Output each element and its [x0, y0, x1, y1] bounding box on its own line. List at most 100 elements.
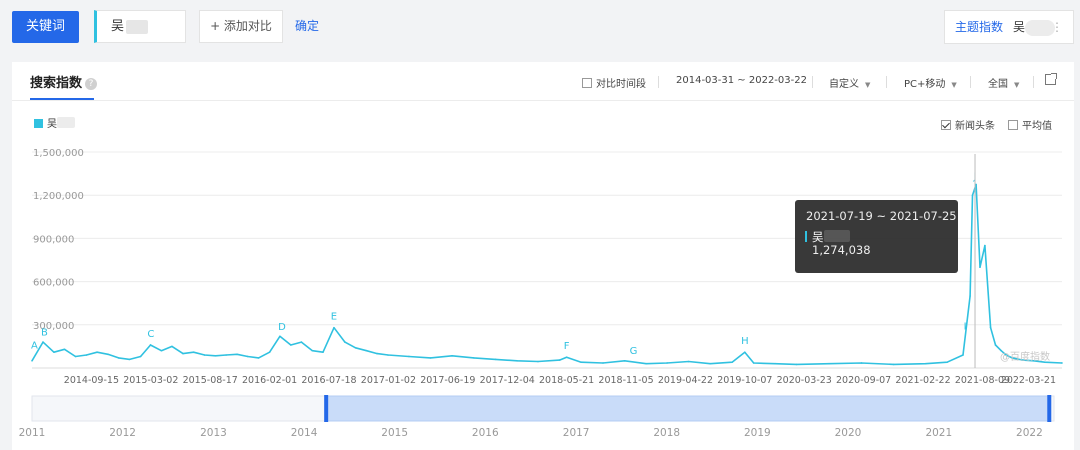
- device-select[interactable]: PC+移动 ▼: [904, 75, 957, 90]
- series-point: [128, 358, 131, 361]
- series-point: [537, 360, 539, 363]
- tooltip-value: 1,274,038: [812, 243, 871, 257]
- filter-divider: [886, 76, 887, 88]
- series-point: [989, 326, 992, 329]
- tooltip-series-marker: [805, 231, 807, 242]
- series-point: [623, 360, 626, 362]
- series-point: [1011, 357, 1013, 359]
- filter-divider: [658, 76, 659, 88]
- keyword-field[interactable]: 吴: [94, 10, 186, 43]
- tab-underline: [30, 98, 94, 100]
- series-point: [139, 355, 142, 358]
- tooltip-series: 吴: [805, 229, 850, 245]
- news-headline-checkbox[interactable]: [941, 120, 951, 130]
- brush-year-label: 2013: [200, 427, 227, 439]
- series-point: [203, 354, 206, 356]
- series-point: [429, 357, 432, 359]
- chevron-down-icon: ▼: [951, 81, 957, 89]
- series-point: [516, 360, 518, 362]
- series-point: [602, 362, 604, 364]
- series-point: [117, 357, 120, 359]
- brush-year-label: 2012: [109, 427, 136, 439]
- confirm-link[interactable]: 确定: [295, 19, 320, 33]
- help-icon[interactable]: ?: [85, 77, 98, 90]
- more-icon[interactable]: ⋮: [1051, 20, 1063, 34]
- x-tick-label: 2021-02-22: [895, 375, 950, 386]
- x-tick-label: 2015-03-02: [123, 375, 178, 386]
- date-range-picker[interactable]: 2014-03-31 ~ 2022-03-22: [676, 75, 807, 86]
- tooltip-date-range: 2021-07-19 ~ 2021-07-25: [806, 209, 957, 223]
- series-point: [1005, 354, 1007, 356]
- compare-period-option[interactable]: 对比时间段: [582, 75, 646, 90]
- average-checkbox[interactable]: [1008, 120, 1018, 130]
- series-point: [860, 362, 863, 364]
- add-compare-button[interactable]: + 添加对比: [199, 10, 283, 43]
- news-marker-b: B: [41, 327, 48, 338]
- brush-selection: [325, 395, 1050, 422]
- topic-user-name: 吴: [1013, 20, 1026, 34]
- news-headline-option[interactable]: 新闻头条: [941, 117, 995, 132]
- custom-range-select[interactable]: 自定义 ▼: [829, 75, 870, 90]
- region-select[interactable]: 全国 ▼: [988, 75, 1019, 90]
- x-tick-label: 2021-08-09: [955, 375, 1010, 386]
- series-point: [85, 354, 88, 356]
- tooltip-series-blurred-mask: [823, 230, 850, 242]
- topic-index-button[interactable]: 主题指数吴 ⋮: [944, 10, 1074, 44]
- series-point: [300, 341, 303, 343]
- legend-swatch: [34, 119, 43, 128]
- keyword-blurred-mask: [126, 19, 149, 34]
- tab-search-index[interactable]: 搜索指数?: [30, 72, 98, 91]
- series-point: [53, 351, 55, 353]
- news-headline-label: 新闻头条: [955, 121, 995, 132]
- series-point: [709, 362, 711, 365]
- series-point: [946, 361, 948, 364]
- series-point: [1000, 349, 1002, 352]
- x-tick-label: 2017-12-04: [480, 375, 535, 386]
- series-point: [565, 356, 568, 359]
- series-point: [408, 355, 410, 358]
- x-tick-label: 2018-11-05: [598, 375, 653, 386]
- series-point: [1032, 360, 1035, 362]
- brush-year-label: 2015: [381, 427, 408, 439]
- tooltip-series-label: 吴: [812, 230, 824, 244]
- series-point: [246, 355, 249, 358]
- news-marker-e: E: [331, 312, 337, 323]
- brush-year-label: 2017: [563, 427, 590, 439]
- keyword-button[interactable]: 关键词: [12, 11, 79, 43]
- x-tick-label: 2016-02-01: [242, 375, 297, 386]
- series-point: [984, 244, 986, 247]
- series-point: [63, 348, 66, 351]
- series-point: [311, 349, 314, 352]
- topic-index-label: 主题指数: [955, 20, 1004, 34]
- x-tick-label: 2017-01-02: [361, 375, 416, 386]
- x-tick-label: 2017-06-19: [420, 375, 475, 386]
- x-tick-label: 2018-05-21: [539, 375, 594, 386]
- series-point: [1043, 361, 1046, 364]
- series-point: [192, 351, 195, 353]
- legend-label: 吴: [47, 119, 57, 130]
- series-legend[interactable]: 吴: [34, 115, 75, 130]
- news-marker-a: A: [31, 341, 38, 352]
- news-marker-g: G: [630, 346, 638, 357]
- brush-handle-right: [1047, 395, 1052, 422]
- x-tick-label: 2020-09-07: [836, 375, 891, 386]
- brush-year-label: 2020: [835, 427, 862, 439]
- keyword-value: 吴: [111, 19, 125, 34]
- compare-period-checkbox[interactable]: [582, 78, 592, 88]
- series-point: [979, 266, 981, 269]
- series-point: [182, 352, 184, 355]
- news-marker-d: D: [278, 322, 286, 333]
- news-marker-c: C: [147, 329, 154, 340]
- series-point: [795, 363, 798, 366]
- average-option[interactable]: 平均值: [1008, 117, 1052, 132]
- series-point: [107, 353, 109, 356]
- x-tick-label: 2014-09-15: [64, 375, 119, 386]
- series-point: [149, 344, 152, 346]
- external-link-icon[interactable]: [1045, 73, 1057, 85]
- average-label: 平均值: [1022, 121, 1052, 132]
- series-point: [257, 357, 260, 359]
- watermark: @百度指数: [1000, 350, 1050, 363]
- series-point: [236, 353, 238, 356]
- brush-handle-left: [324, 395, 329, 422]
